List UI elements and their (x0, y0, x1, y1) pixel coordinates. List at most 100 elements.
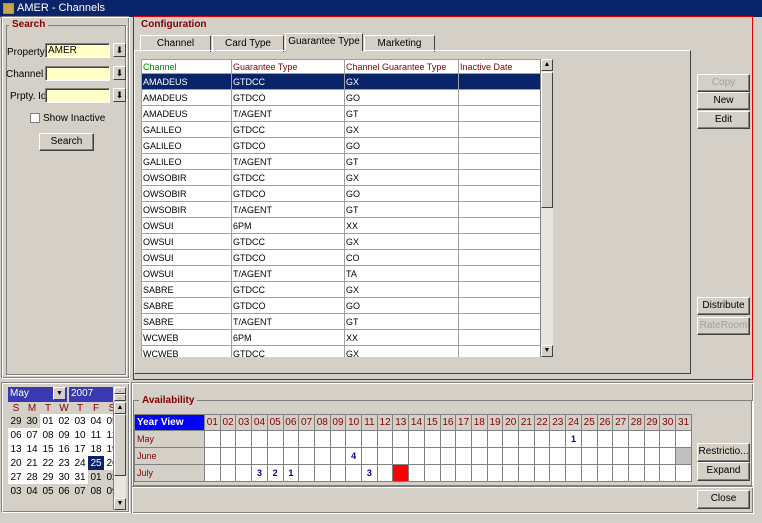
table-cell[interactable]: OWSOBIR (141, 185, 232, 202)
table-cell[interactable] (458, 89, 540, 106)
availability-cell[interactable] (423, 464, 441, 482)
table-cell[interactable]: GO (344, 297, 459, 314)
availability-cell[interactable] (549, 447, 567, 465)
availability-cell[interactable] (675, 430, 692, 448)
calendar-day[interactable]: 30 (56, 470, 72, 484)
copy-button[interactable]: Copy (697, 74, 750, 92)
availability-cell[interactable] (439, 430, 457, 448)
availability-cell[interactable] (659, 464, 677, 482)
availability-cell[interactable] (408, 430, 425, 448)
table-cell[interactable]: CO (344, 249, 459, 266)
table-cell[interactable] (458, 217, 540, 234)
availability-cell[interactable] (518, 464, 535, 482)
availability-cell[interactable]: 4 (345, 447, 363, 465)
calendar-day[interactable]: 25 (88, 456, 104, 470)
table-row[interactable]: OWSUI GTDCO CO (141, 249, 540, 266)
calendar-day[interactable]: 15 (40, 442, 56, 456)
table-cell[interactable] (458, 233, 540, 250)
table-cell[interactable]: GALILEO (141, 137, 232, 154)
calendar-day[interactable]: 08 (88, 484, 104, 498)
calendar-scrollbar[interactable]: ▲ ▼ (113, 402, 126, 510)
availability-cell[interactable] (376, 430, 394, 448)
availability-cell[interactable] (675, 447, 692, 465)
availability-cell[interactable] (282, 447, 300, 465)
table-cell[interactable] (458, 201, 540, 218)
table-cell[interactable]: OWSOBIR (141, 201, 232, 218)
tab-guarantee-type[interactable]: Guarantee Type (285, 33, 363, 51)
availability-cell[interactable] (408, 447, 425, 465)
availability-cell[interactable] (502, 447, 520, 465)
availability-cell[interactable] (439, 447, 457, 465)
availability-cell[interactable]: 2 (266, 464, 284, 482)
table-cell[interactable]: GTDCC (231, 281, 345, 298)
calendar-day[interactable]: 16 (56, 442, 72, 456)
availability-cell[interactable] (408, 464, 425, 482)
table-cell[interactable]: WCWEB (141, 345, 232, 357)
column-header-channel[interactable]: Channel (141, 59, 232, 74)
month-select[interactable]: May ▼ (8, 387, 67, 402)
table-cell[interactable]: TA (344, 265, 459, 282)
table-cell[interactable]: GT (344, 153, 459, 170)
channel-input[interactable] (45, 66, 110, 81)
table-cell[interactable] (458, 185, 540, 202)
table-cell[interactable] (458, 169, 540, 186)
table-cell[interactable]: GX (344, 73, 459, 90)
table-cell[interactable]: GTDCC (231, 121, 345, 138)
calendar-day[interactable]: 04 (88, 414, 104, 428)
availability-cell[interactable] (204, 464, 221, 482)
new-button[interactable]: New (697, 92, 750, 110)
table-cell[interactable]: 6PM (231, 217, 345, 234)
availability-cell[interactable] (219, 447, 237, 465)
table-cell[interactable]: SABRE (141, 281, 232, 298)
search-button[interactable]: Search (39, 133, 94, 151)
availability-cell[interactable] (580, 464, 598, 482)
table-row[interactable]: OWSUI 6PM XX (141, 217, 540, 234)
table-cell[interactable]: T/AGENT (231, 265, 345, 282)
table-cell[interactable]: GTDCC (231, 345, 345, 357)
calendar-day[interactable]: 05 (40, 484, 56, 498)
table-row[interactable]: AMADEUS GTDCC GX (141, 73, 540, 90)
table-cell[interactable]: 6PM (231, 329, 345, 346)
calendar-day[interactable]: 03 (8, 484, 24, 498)
calendar-scroll-down-icon[interactable]: ▼ (114, 498, 126, 510)
availability-cell[interactable] (329, 464, 347, 482)
availability-cell[interactable] (486, 447, 504, 465)
table-cell[interactable]: GALILEO (141, 121, 232, 138)
table-cell[interactable]: GX (344, 281, 459, 298)
table-cell[interactable]: T/AGENT (231, 201, 345, 218)
tab-marketing[interactable]: Marketing (364, 35, 435, 52)
calendar-day[interactable]: 10 (72, 428, 88, 442)
table-cell[interactable]: AMADEUS (141, 73, 232, 90)
prpty-id-input[interactable] (45, 88, 110, 103)
availability-cell[interactable] (392, 447, 410, 465)
tab-card-type[interactable]: Card Type (212, 35, 284, 52)
availability-cell[interactable]: 3 (361, 464, 378, 482)
table-cell[interactable]: OWSUI (141, 233, 232, 250)
table-cell[interactable]: GX (344, 169, 459, 186)
table-row[interactable]: WCWEB GTDCC GX (141, 345, 540, 357)
availability-cell[interactable] (455, 430, 472, 448)
scroll-down-icon[interactable]: ▼ (541, 345, 553, 357)
availability-cell[interactable] (643, 430, 661, 448)
column-header-guarantee-type[interactable]: Guarantee Type (231, 59, 345, 74)
availability-cell[interactable] (612, 447, 629, 465)
calendar-day[interactable]: 04 (24, 484, 40, 498)
table-cell[interactable]: GTDCO (231, 249, 345, 266)
calendar-day[interactable]: 22 (40, 456, 56, 470)
calendar-scroll-up-icon[interactable]: ▲ (114, 402, 126, 414)
availability-cell[interactable] (565, 464, 582, 482)
table-cell[interactable]: GO (344, 185, 459, 202)
table-cell[interactable] (458, 329, 540, 346)
calendar-day[interactable]: 11 (88, 428, 104, 442)
availability-cell[interactable] (251, 447, 268, 465)
table-cell[interactable]: GTDCO (231, 297, 345, 314)
table-cell[interactable]: OWSUI (141, 217, 232, 234)
availability-cell[interactable] (235, 464, 253, 482)
prpty-id-dropdown-icon[interactable]: ⬇ (113, 88, 126, 102)
calendar-day[interactable]: 27 (8, 470, 24, 484)
table-cell[interactable] (458, 137, 540, 154)
table-cell[interactable]: GALILEO (141, 153, 232, 170)
availability-cell[interactable]: 1 (282, 464, 300, 482)
table-row[interactable]: GALILEO GTDCC GX (141, 121, 540, 138)
table-row[interactable]: OWSOBIR T/AGENT GT (141, 201, 540, 218)
